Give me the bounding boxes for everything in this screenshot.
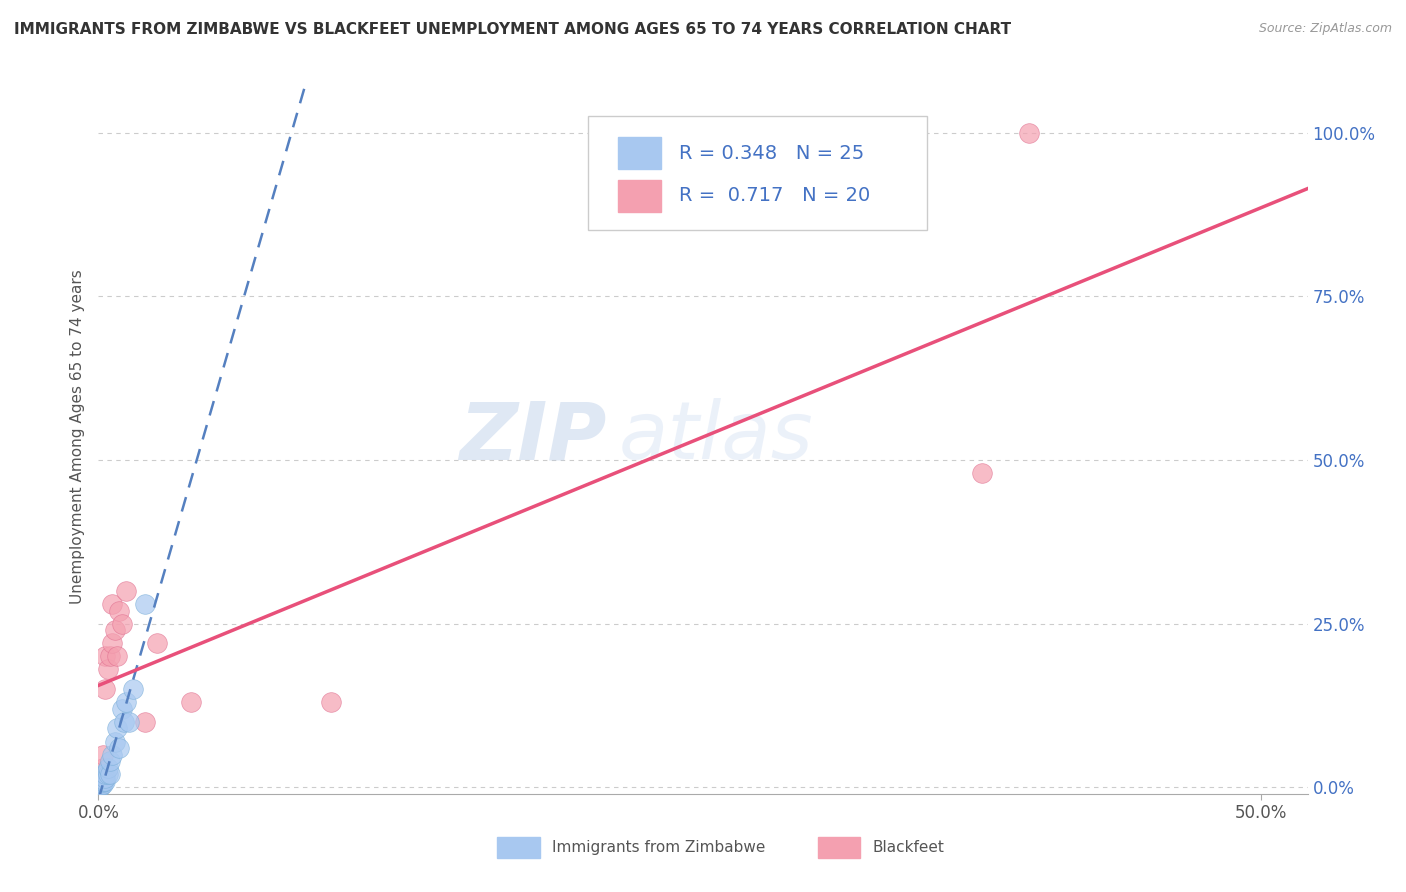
Point: [115, 695, 138, 709]
Point: [98, 754, 121, 768]
Point: [105, 649, 128, 664]
Point: [94, 773, 117, 788]
Text: Immigrants from Zimbabwe: Immigrants from Zimbabwe: [551, 840, 765, 855]
Point: [91, 777, 114, 791]
Text: R = 0.348   N = 25: R = 0.348 N = 25: [679, 144, 865, 162]
Point: [94, 682, 117, 697]
Point: [104, 624, 127, 638]
Text: atlas: atlas: [619, 398, 813, 476]
Point: [180, 695, 202, 709]
Point: [112, 714, 135, 729]
Point: [1018, 126, 1040, 140]
Text: ZIP: ZIP: [458, 398, 606, 476]
Text: R =  0.717   N = 20: R = 0.717 N = 20: [679, 186, 870, 205]
Point: [94, 649, 117, 664]
Point: [122, 682, 145, 697]
Point: [90, 773, 112, 788]
Bar: [498, 837, 540, 858]
Point: [101, 747, 124, 762]
Point: [118, 714, 141, 729]
Point: [91, 747, 114, 762]
Point: [94, 771, 117, 785]
Point: [115, 583, 138, 598]
Point: [91, 773, 114, 788]
Point: [91, 775, 114, 789]
Point: [98, 767, 121, 781]
Bar: [818, 837, 860, 858]
Point: [101, 597, 124, 611]
Point: [98, 649, 121, 664]
Point: [970, 466, 993, 480]
Y-axis label: Unemployment Among Ages 65 to 74 years: Unemployment Among Ages 65 to 74 years: [69, 269, 84, 605]
Point: [134, 714, 156, 729]
Point: [104, 734, 127, 748]
Bar: [619, 180, 661, 212]
Point: [91, 761, 114, 775]
Point: [90, 778, 112, 792]
Point: [91, 767, 114, 781]
Text: IMMIGRANTS FROM ZIMBABWE VS BLACKFEET UNEMPLOYMENT AMONG AGES 65 TO 74 YEARS COR: IMMIGRANTS FROM ZIMBABWE VS BLACKFEET UN…: [14, 22, 1011, 37]
Bar: [619, 137, 661, 169]
Point: [90, 777, 112, 791]
Point: [101, 636, 124, 650]
Point: [108, 603, 131, 617]
Point: [319, 695, 342, 709]
Point: [90, 779, 112, 793]
Text: Blackfeet: Blackfeet: [872, 840, 945, 855]
Point: [111, 702, 134, 716]
Point: [94, 767, 117, 781]
Point: [111, 616, 134, 631]
Point: [97, 663, 120, 677]
Point: [145, 636, 167, 650]
Point: [105, 722, 128, 736]
Text: Source: ZipAtlas.com: Source: ZipAtlas.com: [1258, 22, 1392, 36]
Point: [97, 761, 120, 775]
Point: [97, 767, 120, 781]
Point: [108, 741, 131, 756]
FancyBboxPatch shape: [588, 116, 927, 230]
Point: [90, 776, 112, 790]
Point: [134, 597, 156, 611]
